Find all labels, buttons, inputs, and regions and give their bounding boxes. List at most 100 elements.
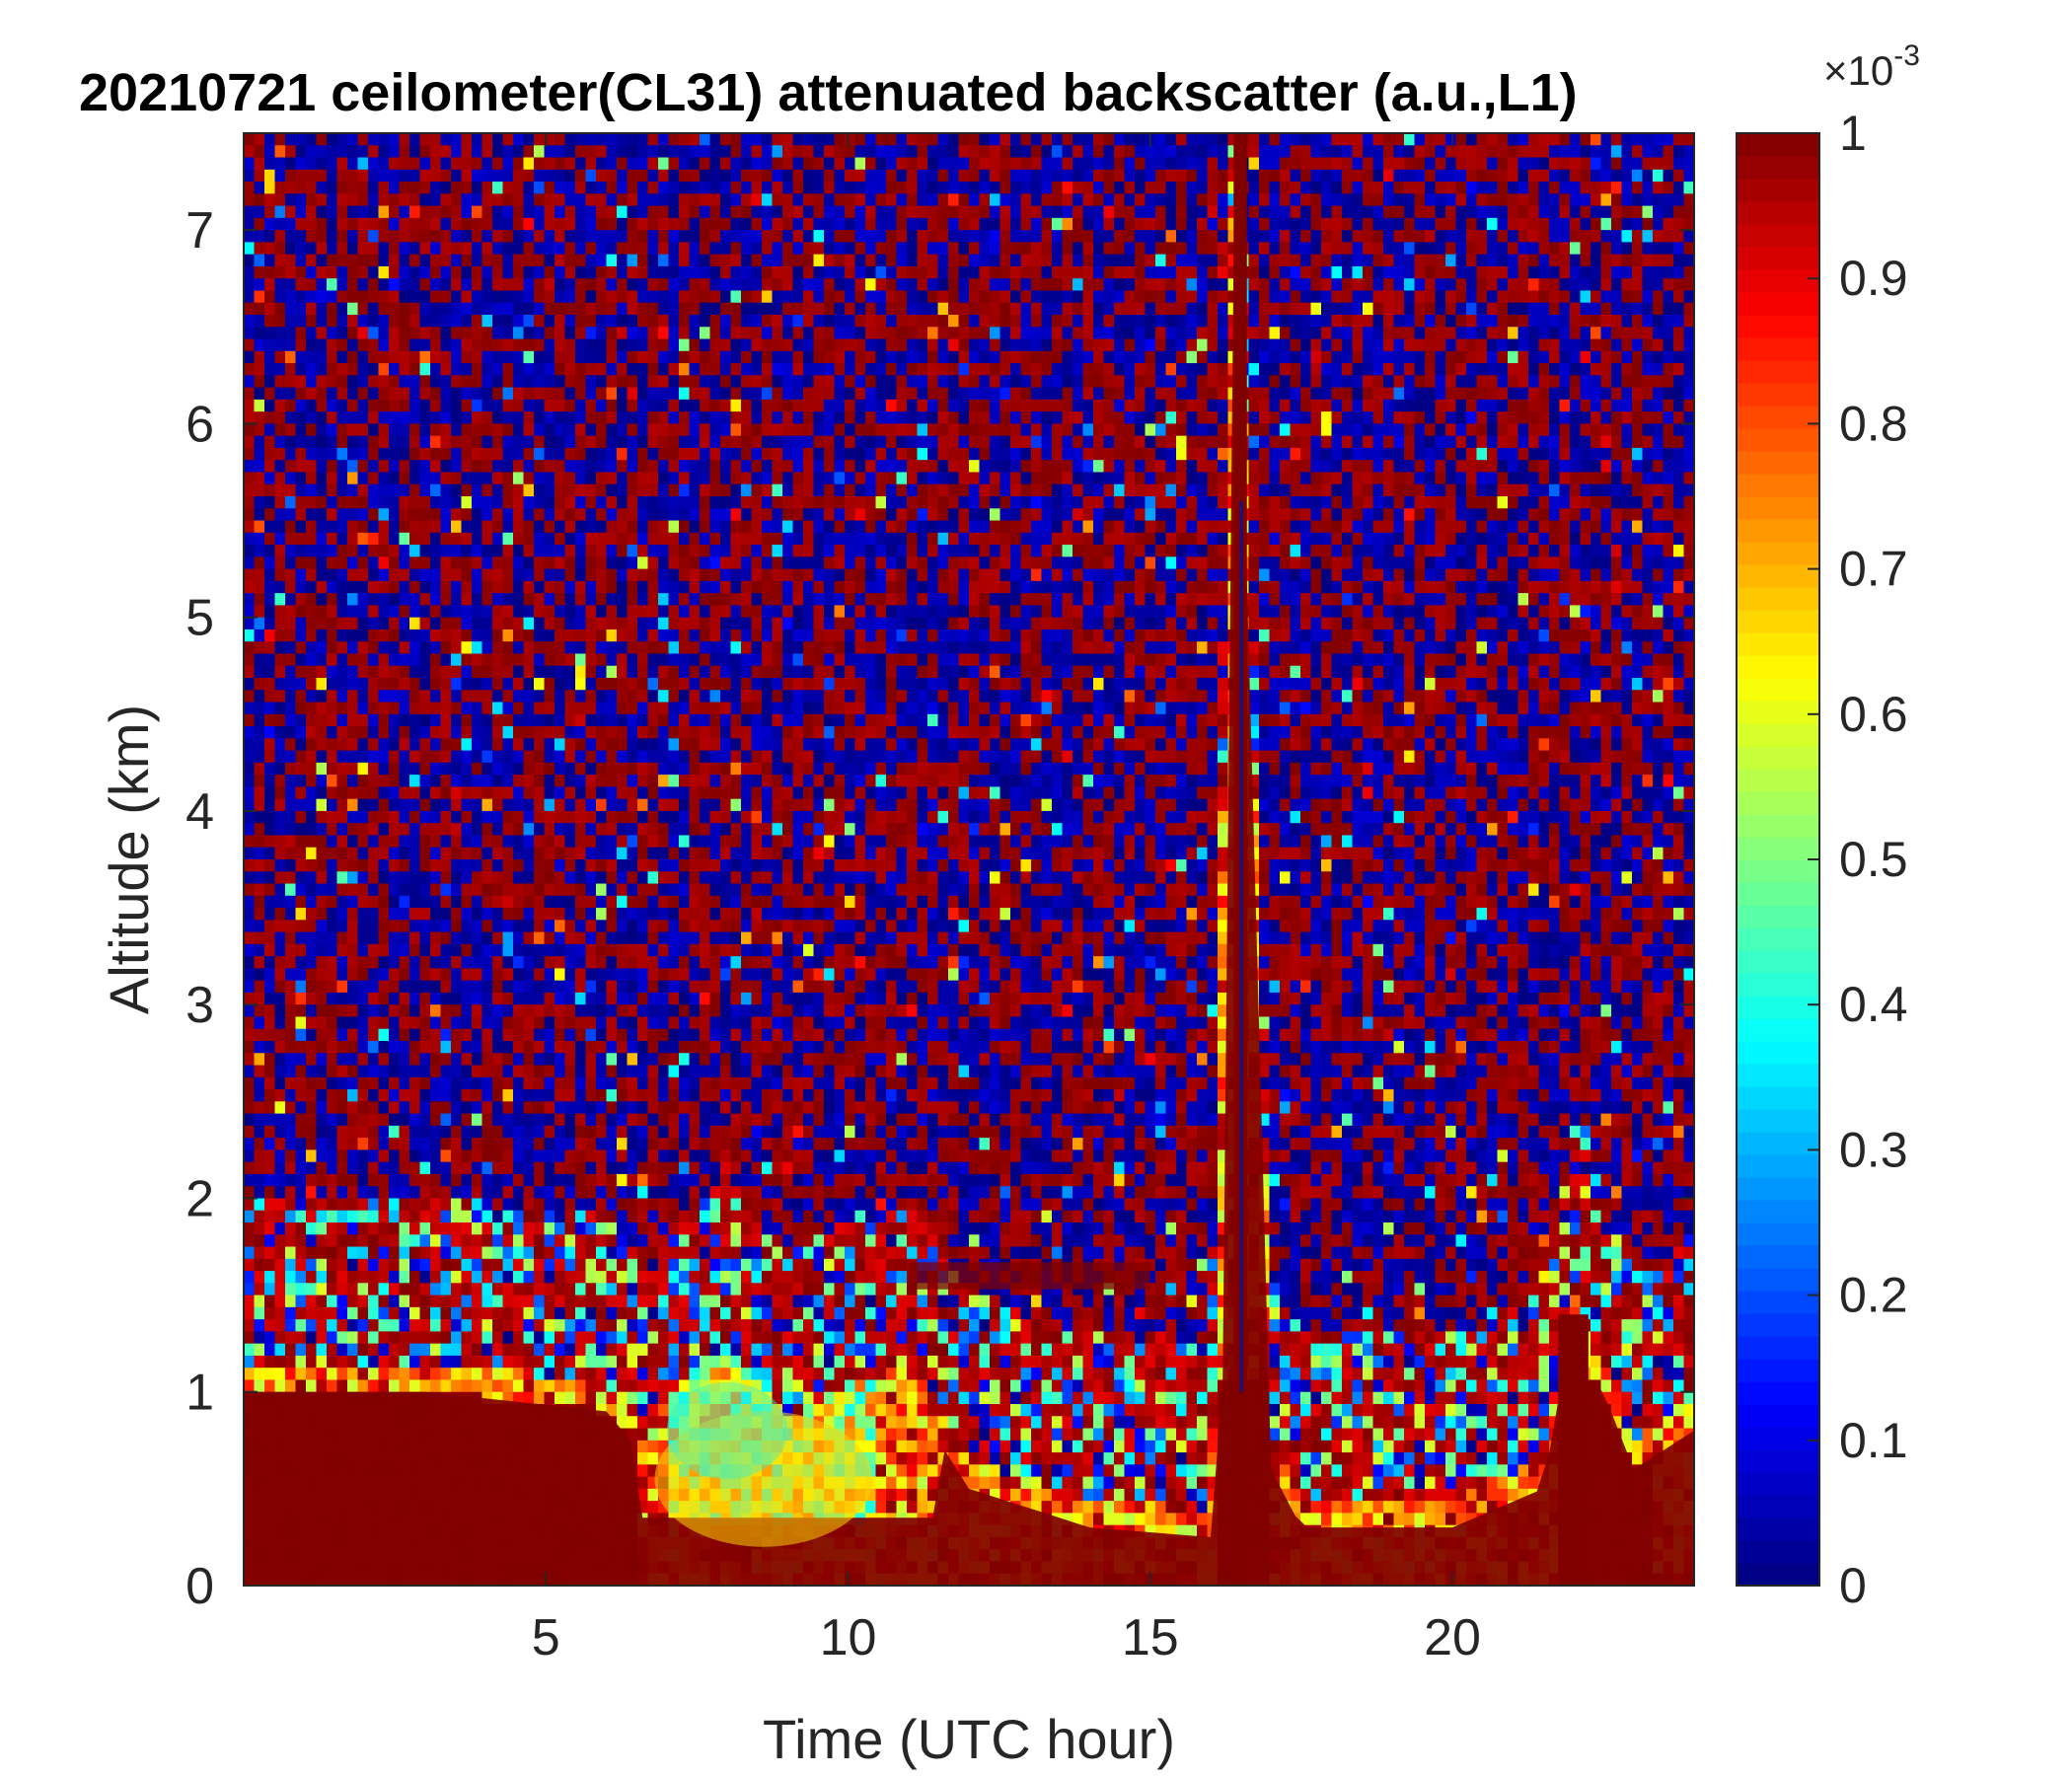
heatmap-cell [1653, 157, 1665, 171]
heatmap-cell [606, 460, 618, 474]
heatmap-cell [1559, 447, 1571, 461]
heatmap-cell [1093, 483, 1105, 497]
heatmap-cell [502, 230, 514, 243]
heatmap-cell [347, 435, 359, 449]
heatmap-cell [730, 350, 742, 364]
heatmap-cell [1372, 315, 1384, 328]
heatmap-cell [1528, 508, 1540, 522]
heatmap-cell [244, 254, 256, 267]
heatmap-cell [1538, 302, 1550, 316]
heatmap-cell [502, 375, 514, 389]
heatmap-cell [1321, 387, 1333, 401]
heatmap-cell [927, 375, 939, 389]
heatmap-cell [399, 182, 410, 194]
heatmap-cell [451, 315, 463, 328]
heatmap-cell [523, 532, 535, 546]
heatmap-cell [1559, 315, 1571, 328]
heatmap-cell [1310, 230, 1322, 243]
heatmap-cell [917, 508, 928, 522]
heatmap-cell [1549, 327, 1561, 340]
heatmap-cell [937, 556, 949, 570]
heatmap-cell [596, 532, 608, 546]
heatmap-cell [969, 338, 981, 352]
heatmap-cell [244, 205, 256, 219]
heatmap-cell [979, 363, 991, 376]
heatmap-cell [1020, 423, 1032, 437]
heatmap-cell [668, 230, 680, 243]
heatmap-cell [782, 157, 794, 171]
heatmap-cell [875, 133, 887, 146]
heatmap-cell [1290, 315, 1301, 328]
heatmap-cell [958, 302, 970, 316]
heatmap-cell [886, 230, 898, 243]
heatmap-cell [1549, 133, 1561, 146]
heatmap-cell [1052, 327, 1064, 340]
heatmap-cell [1683, 302, 1694, 316]
heatmap-cell [720, 363, 732, 376]
heatmap-cell [1073, 508, 1084, 522]
heatmap-cell [502, 472, 514, 485]
heatmap-cell [1435, 496, 1446, 509]
heatmap-cell [1642, 350, 1654, 364]
heatmap-cell [285, 278, 297, 292]
heatmap-cell [1435, 363, 1446, 376]
heatmap-cell [845, 411, 856, 424]
heatmap-cell [1124, 302, 1136, 316]
heatmap-cell [1321, 375, 1333, 389]
heatmap-cell [1591, 145, 1602, 159]
heatmap-cell [285, 387, 297, 401]
heatmap-cell [1310, 496, 1322, 509]
heatmap-cell [1176, 460, 1188, 474]
heatmap-cell [1372, 387, 1384, 401]
heatmap-cell [1186, 278, 1198, 292]
heatmap-cell [937, 532, 949, 546]
heatmap-cell [1165, 133, 1177, 146]
heatmap-cell [1103, 169, 1115, 183]
heatmap-cell [937, 302, 949, 316]
heatmap-cell [927, 290, 939, 304]
heatmap-cell [927, 472, 939, 485]
heatmap-cell [502, 411, 514, 424]
heatmap-cell [917, 483, 928, 497]
heatmap-cell [306, 254, 318, 267]
heatmap-cell [1487, 472, 1499, 485]
heatmap-cell [1093, 387, 1105, 401]
heatmap-cell [1497, 423, 1509, 437]
heatmap-cell [585, 375, 597, 389]
heatmap-cell [274, 532, 286, 546]
heatmap-cell [295, 435, 307, 449]
heatmap-cell [1393, 230, 1405, 243]
heatmap-cell [979, 254, 991, 267]
heatmap-cell [316, 350, 328, 364]
heatmap-cell [990, 182, 1001, 194]
heatmap-cell [1207, 556, 1219, 570]
heatmap-cell [1290, 302, 1301, 316]
heatmap-cell [1300, 375, 1312, 389]
heatmap-cell [1103, 387, 1115, 401]
heatmap-cell [1352, 520, 1364, 534]
heatmap-cell [606, 423, 618, 437]
heatmap-cell [1600, 315, 1612, 328]
heatmap-cell [1663, 254, 1674, 267]
heatmap-cell [481, 145, 493, 159]
heatmap-cell [1321, 327, 1333, 340]
heatmap-cell [1600, 363, 1612, 376]
heatmap-cell [730, 242, 742, 256]
heatmap-cell [430, 182, 442, 194]
heatmap-cell [1010, 133, 1022, 146]
heatmap-cell [720, 254, 732, 267]
heatmap-cell [1642, 230, 1654, 243]
heatmap-cell [254, 411, 265, 424]
heatmap-cell [813, 302, 825, 316]
heatmap-cell [917, 133, 928, 146]
heatmap-cell [999, 496, 1011, 509]
heatmap-cell [544, 182, 555, 194]
heatmap-cell [295, 532, 307, 546]
heatmap-cell [1155, 145, 1167, 159]
heatmap-cell [948, 145, 960, 159]
heatmap-cell [1570, 472, 1582, 485]
heatmap-cell [347, 169, 359, 183]
heatmap-cell [295, 254, 307, 267]
heatmap-cell [1207, 508, 1219, 522]
heatmap-cell [419, 265, 431, 279]
